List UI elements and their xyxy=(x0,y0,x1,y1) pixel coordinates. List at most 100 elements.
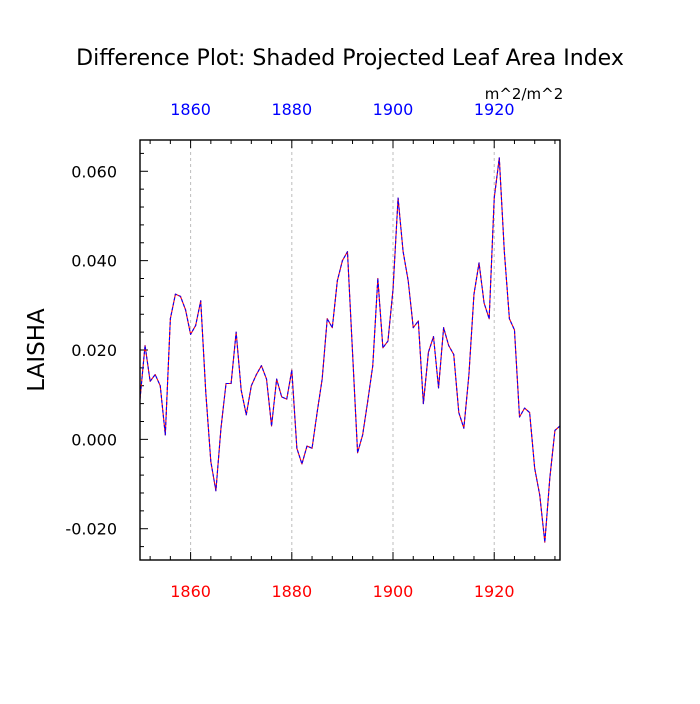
y-tick-label-4: 0.060 xyxy=(71,162,117,181)
grid-lines xyxy=(190,140,495,560)
series-line-blue-dashed xyxy=(139,157,561,543)
series-layer xyxy=(139,157,561,543)
data-point-1908 xyxy=(432,336,435,338)
data-point-1904 xyxy=(412,327,414,329)
data-point-1883 xyxy=(306,445,308,447)
data-point-1875 xyxy=(265,378,268,380)
data-point-1921 xyxy=(498,157,500,159)
data-point-1929 xyxy=(539,494,541,496)
data-point-1891 xyxy=(346,251,349,253)
data-point-1863 xyxy=(205,391,207,394)
data-point-1915 xyxy=(468,373,470,376)
data-point-1886 xyxy=(321,378,323,380)
data-point-1913 xyxy=(458,411,460,414)
data-point-1897 xyxy=(377,277,379,280)
data-point-1856 xyxy=(169,318,171,320)
x-tick-label-bottom-1860: 1860 xyxy=(170,582,211,601)
data-point-1871 xyxy=(245,414,247,416)
data-point-1900 xyxy=(392,289,394,291)
data-point-1925 xyxy=(518,416,521,418)
data-point-1882 xyxy=(301,463,303,465)
data-point-1895 xyxy=(367,400,369,402)
data-point-1855 xyxy=(164,434,166,436)
data-point-1865 xyxy=(215,490,217,492)
y-tick-label-3: 0.040 xyxy=(71,252,117,271)
y-tick-label-2: 0.020 xyxy=(71,341,117,360)
data-point-1928 xyxy=(534,467,536,469)
data-point-1930 xyxy=(544,541,546,543)
data-point-1902 xyxy=(402,251,404,253)
x-tick-label-bottom-1900: 1900 xyxy=(373,582,414,601)
data-point-1922 xyxy=(503,251,505,253)
data-point-1868 xyxy=(230,382,232,385)
data-point-1909 xyxy=(437,387,440,389)
data-point-1872 xyxy=(250,385,252,387)
data-point-1873 xyxy=(255,373,257,376)
x-tick-label-bottom-1880: 1880 xyxy=(271,582,312,601)
data-point-1931 xyxy=(549,476,551,478)
data-point-1860 xyxy=(190,333,192,335)
data-point-1924 xyxy=(513,329,516,331)
data-point-1864 xyxy=(210,461,212,463)
data-point-1910 xyxy=(443,327,445,329)
data-point-1893 xyxy=(356,452,359,454)
data-point-1903 xyxy=(407,280,409,282)
data-point-1879 xyxy=(286,398,288,400)
data-point-1927 xyxy=(529,411,531,414)
data-point-1878 xyxy=(281,396,283,398)
data-point-1852 xyxy=(149,380,151,382)
data-point-1917 xyxy=(478,262,480,264)
tick-labels: 1860 1880 1900 1920 1860 1880 1900 1920 -0.020 0.… xyxy=(65,100,514,601)
data-point-1899 xyxy=(387,340,389,342)
x-tick-label-top-1900: 1900 xyxy=(373,100,414,119)
data-point-1867 xyxy=(225,382,227,385)
data-point-1901 xyxy=(397,197,399,199)
data-point-1884 xyxy=(311,447,313,449)
data-point-1858 xyxy=(179,295,182,297)
chart-title: Difference Plot: Shaded Projected Leaf A… xyxy=(76,46,624,71)
data-point-1866 xyxy=(220,427,222,429)
data-point-1932 xyxy=(554,429,556,432)
data-point-1898 xyxy=(382,347,384,349)
x-tick-label-bottom-1920: 1920 xyxy=(474,582,515,601)
y-tick-label-1: 0.000 xyxy=(71,430,117,449)
plot-frame xyxy=(139,139,561,561)
data-point-1869 xyxy=(235,331,237,333)
data-point-1914 xyxy=(463,427,465,429)
data-point-1887 xyxy=(326,318,328,320)
data-point-1923 xyxy=(508,318,510,320)
x-tick-label-top-1860: 1860 xyxy=(170,100,211,119)
data-point-1918 xyxy=(483,302,485,304)
data-point-1888 xyxy=(331,327,333,329)
data-point-1920 xyxy=(493,197,495,199)
y-axis-label: LAISHA xyxy=(24,308,50,392)
x-tick-label-top-1920: 1920 xyxy=(474,100,515,119)
data-point-1859 xyxy=(184,309,187,311)
data-point-1906 xyxy=(422,403,424,405)
data-point-1854 xyxy=(159,385,161,387)
x-tick-label-top-1880: 1880 xyxy=(271,100,312,119)
data-point-1905 xyxy=(417,320,419,322)
data-point-1911 xyxy=(448,344,450,347)
data-point-1876 xyxy=(270,425,273,427)
data-point-1880 xyxy=(291,369,293,371)
data-point-1857 xyxy=(174,293,177,295)
data-point-1912 xyxy=(453,353,455,356)
data-point-1885 xyxy=(316,411,318,414)
data-point-1926 xyxy=(523,407,526,409)
data-point-1916 xyxy=(473,293,475,295)
data-point-1881 xyxy=(296,447,298,449)
data-point-1889 xyxy=(336,280,338,282)
data-point-1861 xyxy=(195,324,197,327)
data-point-1870 xyxy=(240,389,242,391)
data-point-1907 xyxy=(427,351,430,353)
data-point-1919 xyxy=(488,318,490,320)
units-label: m^2/m^2 xyxy=(485,85,564,103)
data-point-1894 xyxy=(362,434,364,436)
data-point-1874 xyxy=(260,365,263,367)
data-point-1853 xyxy=(154,373,156,376)
data-point-1851 xyxy=(144,344,146,347)
data-point-1890 xyxy=(341,260,344,262)
